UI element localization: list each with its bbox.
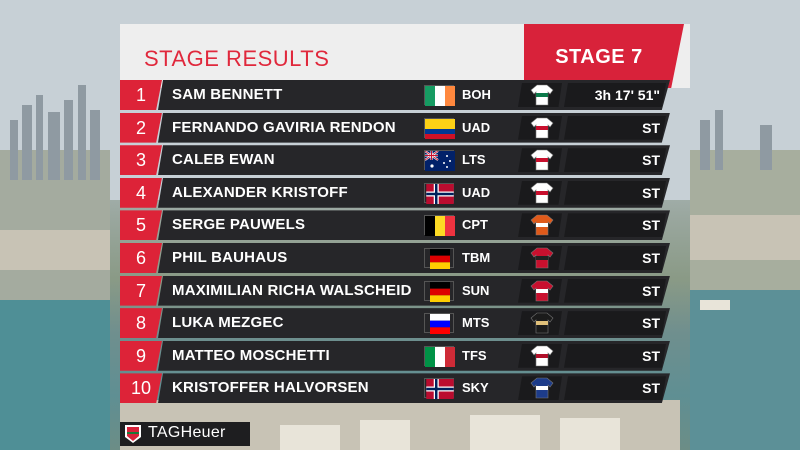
stage-tab: STAGE 7 (524, 24, 684, 88)
time-box (564, 83, 666, 107)
result-row: 9 MATTEO MOSCHETTI TFS ST (120, 340, 680, 373)
time-box (564, 213, 666, 238)
rider-name: SAM BENNETT (172, 86, 283, 103)
rank-badge: 9 (120, 340, 162, 371)
rank-badge: 6 (120, 242, 162, 273)
result-row: 1 SAM BENNETT BOH 3h 17' 51" (120, 80, 680, 112)
team-code: LTS (462, 152, 486, 168)
rank-badge: 3 (120, 145, 162, 176)
team-code: BOH (462, 87, 491, 102)
mts-jersey-icon (530, 312, 554, 334)
germany-flag (424, 247, 454, 269)
ireland-flag (424, 85, 455, 106)
time-box (564, 180, 666, 205)
belgium-flag (424, 215, 455, 237)
team-code: TFS (462, 347, 487, 363)
rank-badge: 4 (120, 177, 162, 208)
uad-jersey-icon (530, 182, 554, 204)
sun-jersey-icon (530, 280, 554, 302)
finish-time: ST (642, 119, 660, 136)
finish-time: ST (642, 282, 660, 299)
rank-badge: 1 (120, 80, 162, 110)
lts-jersey-icon (530, 149, 554, 171)
australia-flag (424, 150, 455, 172)
time-box (564, 376, 666, 401)
team-code: CPT (462, 217, 488, 233)
finish-time: ST (642, 380, 660, 397)
time-box (564, 311, 666, 336)
rank-badge: 10 (120, 373, 162, 404)
result-row: 4 ALEXANDER KRISTOFF UAD ST (120, 177, 680, 210)
team-code: UAD (462, 184, 491, 200)
result-row: 2 FERNANDO GAVIRIA RENDON UAD ST (120, 112, 680, 145)
rider-name: MATTEO MOSCHETTI (172, 346, 330, 364)
time-box (564, 278, 666, 303)
sponsor-logo-text: TAGHeuer (148, 424, 226, 441)
time-box (564, 343, 666, 368)
time-box (564, 115, 666, 140)
team-code: TBM (462, 249, 491, 265)
tag-heuer-shield-icon (125, 425, 141, 443)
header-title: STAGE RESULTS (144, 46, 330, 71)
result-row: 5 SERGE PAUWELS CPT ST (120, 210, 680, 242)
team-code: MTS (462, 315, 490, 331)
result-row: 6 PHIL BAUHAUS TBM ST (120, 242, 680, 275)
rider-name: CALEB EWAN (172, 151, 275, 169)
rider-name: LUKA MEZGEC (172, 314, 284, 332)
finish-time: ST (642, 347, 660, 364)
rider-name: FERNANDO GAVIRIA RENDON (172, 118, 396, 136)
result-row: 8 LUKA MEZGEC MTS ST (120, 308, 680, 340)
finish-time: ST (642, 217, 660, 234)
sky-jersey-icon (530, 377, 554, 399)
result-row: 7 MAXIMILIAN RICHA WALSCHEID SUN ST (120, 275, 680, 308)
rank-badge: 2 (120, 112, 162, 143)
result-row: 10 KRISTOFFER HALVORSEN SKY ST (120, 373, 680, 405)
tfs-jersey-icon (530, 345, 554, 367)
rider-name: MAXIMILIAN RICHA WALSCHEID (172, 281, 412, 299)
finish-time: ST (642, 249, 660, 266)
stage-results-panel: STAGE RESULTS STAGE 7 1 SAM BENNETT BOH 3h … (110, 12, 692, 428)
time-box (564, 245, 666, 270)
rider-name: PHIL BAUHAUS (172, 248, 288, 266)
sponsor-logo: TAGHeuer (120, 422, 250, 446)
germany-flag (424, 280, 454, 302)
stage-label: STAGE 7 (555, 46, 643, 68)
uad-jersey-icon (530, 117, 554, 139)
rider-name: ALEXANDER KRISTOFF (172, 183, 348, 201)
norway-flag (424, 378, 454, 400)
colombia-flag (424, 117, 455, 139)
rank-badge: 8 (120, 308, 162, 339)
rank-badge: 7 (120, 275, 162, 306)
finish-time: 3h 17' 51" (594, 87, 660, 103)
finish-time: ST (642, 152, 660, 169)
tbm-jersey-icon (530, 247, 554, 269)
slovenia-flag (424, 313, 454, 335)
team-code: UAD (462, 119, 491, 135)
rank-badge: 5 (120, 210, 162, 241)
finish-time: ST (642, 315, 660, 332)
rider-name: KRISTOFFER HALVORSEN (172, 379, 369, 397)
results-list: 1 SAM BENNETT BOH 3h 17' 51" 2 FERNANDO GAVIR… (120, 80, 680, 406)
result-row: 3 CALEB EWAN LTS ST (120, 145, 680, 177)
team-code: SUN (462, 282, 490, 298)
team-code: SKY (462, 380, 489, 396)
finish-time: ST (642, 184, 660, 201)
norway-flag (424, 182, 454, 204)
cpt-jersey-icon (530, 214, 554, 236)
rider-name: SERGE PAUWELS (172, 216, 306, 234)
boh-jersey-icon (530, 84, 554, 106)
italy-flag (424, 345, 455, 367)
time-box (564, 148, 666, 173)
